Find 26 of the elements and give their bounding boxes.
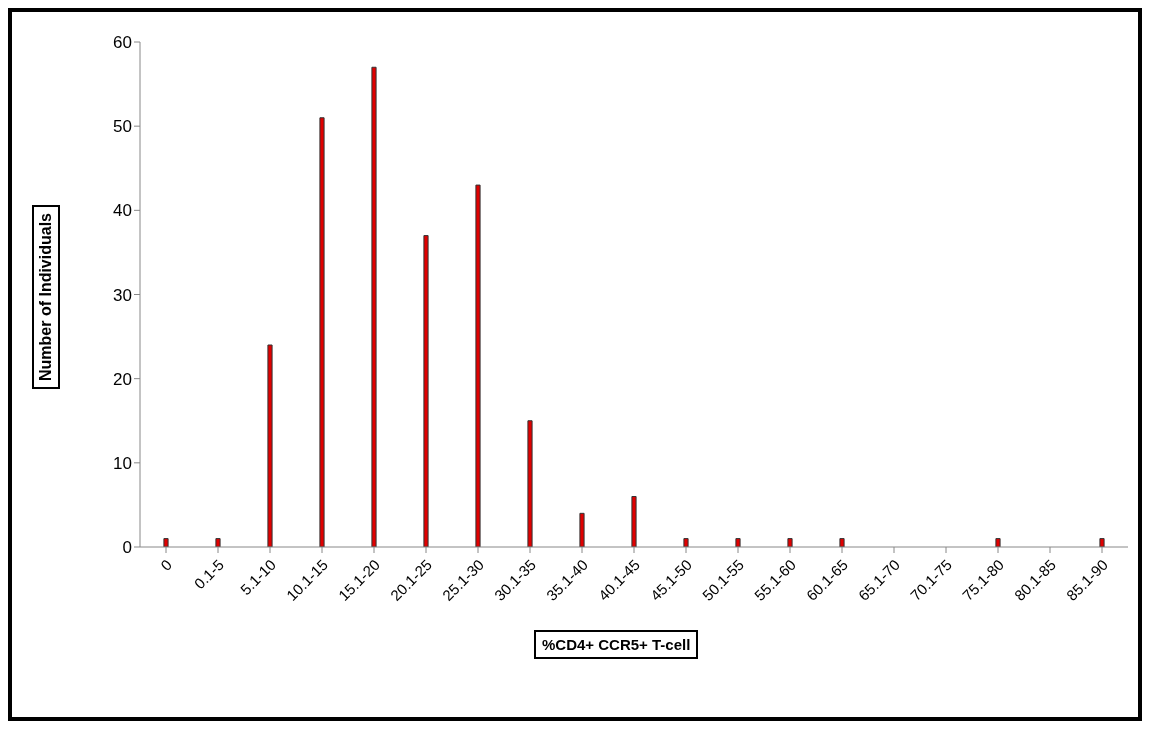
y-tick-label: 60 bbox=[113, 33, 132, 53]
y-tick-label: 10 bbox=[113, 453, 132, 473]
bar bbox=[579, 512, 585, 547]
y-tick-label: 50 bbox=[113, 117, 132, 137]
bar bbox=[735, 538, 741, 547]
bar bbox=[319, 117, 325, 547]
bar bbox=[371, 66, 377, 547]
bar bbox=[423, 235, 429, 547]
bar bbox=[527, 420, 533, 547]
bar bbox=[163, 538, 169, 547]
y-axis-title: Number of Individuals bbox=[32, 204, 60, 390]
bar bbox=[631, 496, 637, 547]
y-tick-label: 0 bbox=[122, 538, 132, 558]
bar bbox=[1099, 538, 1105, 547]
bar bbox=[683, 538, 689, 547]
bar bbox=[267, 344, 273, 547]
y-tick-label: 40 bbox=[113, 201, 132, 221]
x-axis-title: %CD4+ CCR5+ T-cell bbox=[534, 630, 699, 659]
bar bbox=[839, 538, 845, 547]
bar bbox=[215, 538, 221, 547]
y-tick-label: 30 bbox=[113, 285, 132, 305]
bar bbox=[475, 184, 481, 547]
x-tick-label: 0 bbox=[157, 555, 175, 574]
bar bbox=[787, 538, 793, 547]
bar bbox=[995, 538, 1001, 547]
y-tick-label: 20 bbox=[113, 369, 132, 389]
